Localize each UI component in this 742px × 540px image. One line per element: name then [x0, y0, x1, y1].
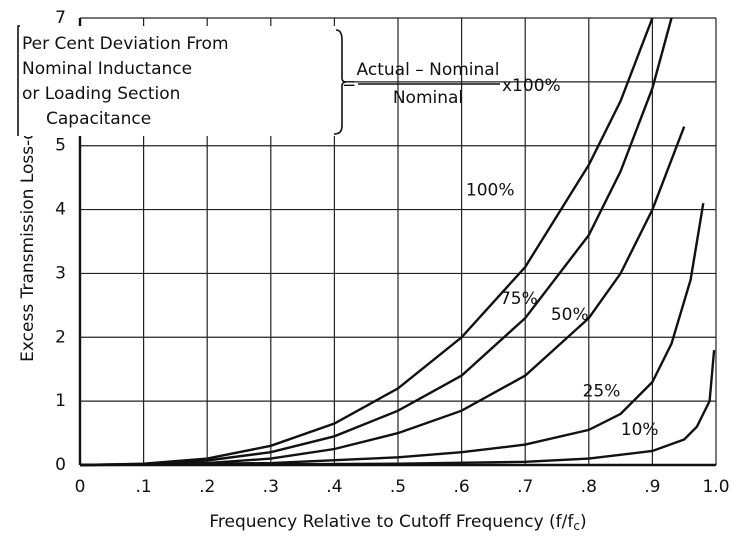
x-tick-label: .3 [263, 477, 279, 497]
annotation-box [18, 26, 344, 136]
y-tick-label: 0 [55, 455, 66, 475]
x-axis-label-subscript: c [573, 519, 580, 533]
annotation-denominator: Nominal [393, 88, 463, 108]
x-tick-label: .7 [517, 477, 533, 497]
x-axis-label-end: ) [580, 512, 587, 532]
curve [79, 349, 716, 467]
curve-label: 25% [583, 382, 621, 402]
curve [79, 17, 673, 467]
curve-label: 100% [466, 180, 515, 200]
x-tick-label: .1 [135, 477, 151, 497]
annotation-bracket [17, 25, 347, 136]
y-axis-label: Excess Transmission Loss-db [18, 118, 38, 362]
curve-label: 75% [500, 289, 538, 309]
y-tick-label: 1 [55, 391, 66, 411]
x-tick-label: 0 [75, 477, 86, 497]
curve [79, 126, 686, 467]
curve [79, 203, 705, 467]
x-axis-label-text: Frequency Relative to Cutoff Frequency (… [209, 512, 574, 532]
x-tick-label: .6 [453, 477, 469, 497]
y-tick-label: 5 [55, 136, 66, 156]
curve-label: 50% [551, 305, 589, 325]
x-tick-label: .5 [390, 477, 406, 497]
annotation-equals: = [342, 74, 356, 94]
x-tick-label: .8 [581, 477, 597, 497]
x-tick-label: .2 [199, 477, 215, 497]
annotation-numerator: Actual – Nominal [357, 60, 500, 80]
annotation-suffix: x100% [502, 76, 561, 96]
curve [79, 17, 654, 467]
y-tick-label: 2 [55, 327, 66, 347]
annotation-line: Per Cent Deviation From [22, 34, 229, 54]
curve-label: 10% [621, 420, 659, 440]
annotation-line: Nominal Inductance [22, 59, 192, 79]
x-axis-label: Frequency Relative to Cutoff Frequency (… [209, 512, 586, 533]
x-tick-label: 1.0 [702, 477, 729, 497]
y-tick-label: 3 [55, 263, 66, 283]
y-tick-label: 4 [55, 200, 66, 220]
x-tick-label: .9 [644, 477, 660, 497]
x-tick-label: .4 [326, 477, 342, 497]
y-tick-label: 7 [55, 8, 66, 28]
annotation-line: Capacitance [46, 109, 151, 129]
annotation-line: or Loading Section [22, 84, 180, 104]
